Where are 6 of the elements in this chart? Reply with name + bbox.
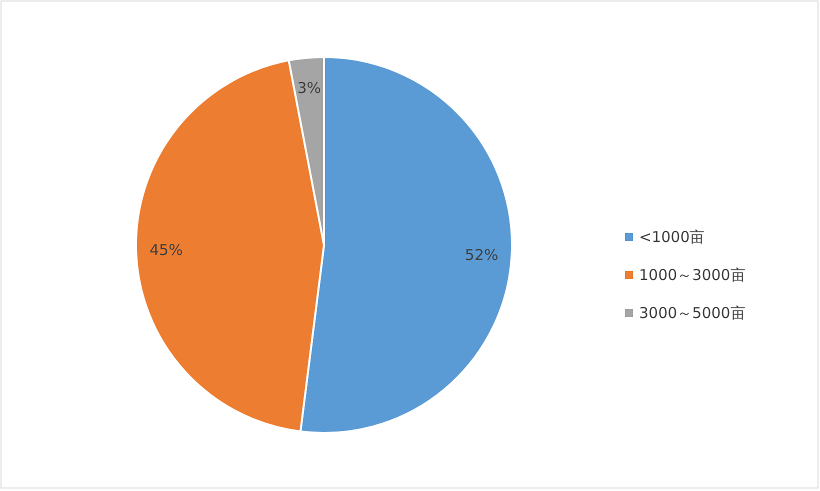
legend-label: 3000～5000亩 (639, 304, 746, 322)
data-label: 3% (297, 78, 322, 97)
data-label: 52% (464, 246, 498, 264)
legend-label: <1000亩 (639, 228, 705, 246)
legend-label: 1000～3000亩 (639, 266, 746, 284)
data-label: 45% (149, 240, 183, 259)
